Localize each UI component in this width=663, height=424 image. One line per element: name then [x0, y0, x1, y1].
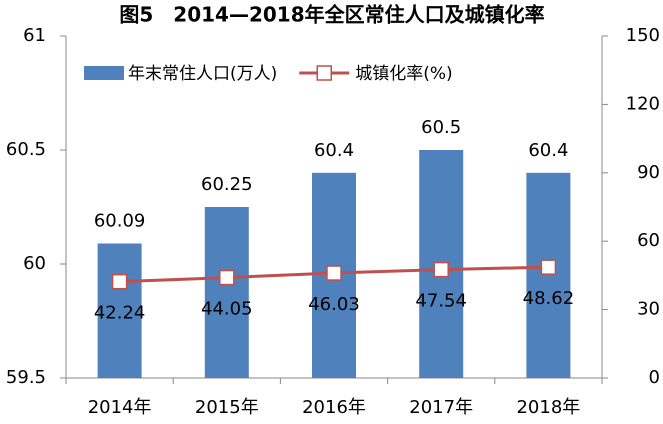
- y2-tick-label: 60: [637, 230, 660, 251]
- bar-value-label: 60.25: [201, 174, 253, 195]
- x-tick-label: 2018年: [516, 397, 580, 418]
- line-value-label: 42.24: [94, 303, 146, 324]
- x-tick-label: 2017年: [409, 397, 473, 418]
- y2-tick-label: 0: [649, 367, 660, 388]
- bar-value-label: 60.4: [528, 140, 568, 161]
- x-tick-label: 2015年: [195, 397, 259, 418]
- y-tick-label: 60.5: [6, 139, 46, 160]
- line-marker: [219, 269, 235, 286]
- bar: [97, 243, 142, 378]
- line-marker: [111, 273, 128, 290]
- bar-value-label: 60.5: [421, 117, 461, 138]
- x-tick-label: 2016年: [302, 397, 366, 418]
- line-value-label: 46.03: [308, 294, 360, 315]
- line-value-label: 44.05: [201, 299, 253, 320]
- y-tick-label: 60: [23, 253, 46, 274]
- y2-tick-label: 150: [626, 25, 660, 46]
- legend-swatch: [84, 66, 124, 80]
- line-marker: [540, 259, 557, 275]
- y-tick-label: 61: [23, 25, 46, 46]
- bar-value-label: 60.09: [94, 210, 146, 231]
- x-tick-label: 2014年: [88, 397, 152, 418]
- y2-tick-label: 120: [626, 93, 660, 114]
- chart-title: 图5 2014—2018年全区常住人口及城镇化率: [119, 3, 544, 27]
- line-marker: [433, 261, 449, 278]
- y2-tick-label: 90: [637, 162, 660, 183]
- line-marker: [326, 265, 342, 281]
- line-value-label: 48.62: [523, 288, 575, 309]
- legend-label: 年末常住人口(万人): [128, 64, 277, 84]
- y2-tick-label: 30: [637, 299, 660, 320]
- y-tick-label: 59.5: [6, 367, 46, 388]
- legend-swatch: [316, 65, 333, 81]
- bar: [204, 207, 249, 378]
- bar: [526, 172, 571, 378]
- line-value-label: 47.54: [415, 291, 467, 312]
- legend-label: 城镇化率(%): [355, 64, 452, 84]
- bar-value-label: 60.4: [314, 140, 354, 161]
